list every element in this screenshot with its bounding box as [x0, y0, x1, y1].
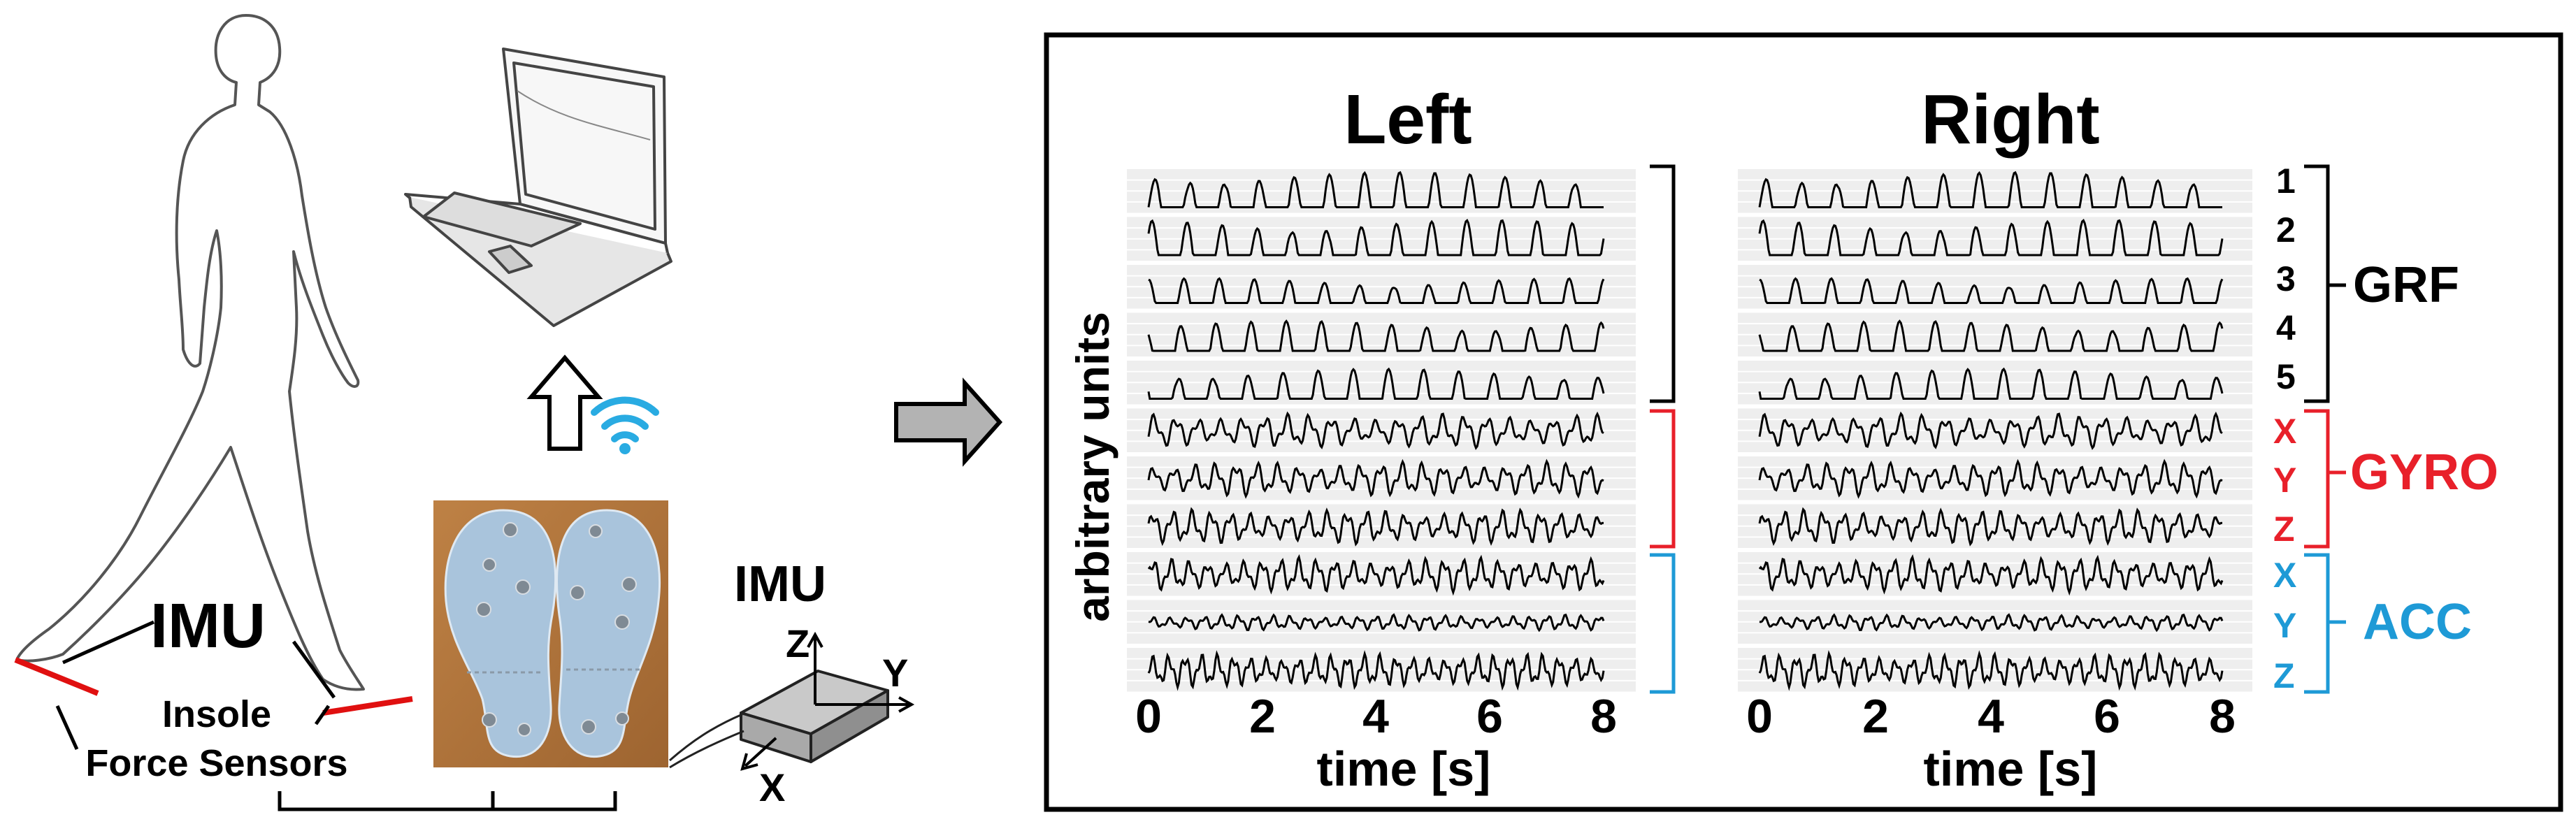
tick-label: 6: [1476, 690, 1503, 743]
up-arrow-icon: [526, 354, 603, 451]
signal-trace: [1148, 277, 1605, 304]
insole-label-line2: Force Sensors: [85, 742, 347, 784]
y-axis-label: arbitrary units: [1067, 312, 1118, 622]
right-traces: [1738, 169, 2252, 692]
grf-bracket: [2304, 164, 2346, 403]
tick-label: 2: [1249, 690, 1276, 743]
grf-channel-label: 5: [2276, 357, 2296, 396]
left-tick-labels: 0 2 4 6 8: [1135, 690, 1617, 743]
grf-channel-label: 2: [2276, 210, 2296, 250]
signal-trace: [1147, 411, 1604, 450]
right-arrow-icon: [894, 377, 1003, 467]
signal-trace: [1758, 218, 2224, 257]
left-title: Left: [1344, 80, 1472, 159]
acc-axis-labels: X Y Z: [2273, 556, 2296, 695]
signal-trace: [1758, 554, 2224, 596]
signal-trace: [1758, 319, 2224, 352]
left-traces: [1127, 169, 1636, 692]
left-foot-imu-marker: [14, 657, 99, 696]
bottom-bracket: [278, 791, 617, 811]
signal-trace: [1759, 277, 2224, 304]
signal-trace: [1147, 458, 1604, 499]
axis-z-label: Z: [786, 621, 810, 665]
signal-trace: [1147, 319, 1605, 352]
tick-label: 0: [1135, 690, 1162, 743]
grf-channel-labels: 1 2 3 4 5: [2276, 161, 2296, 396]
insole-pointer-line: [314, 705, 331, 725]
gyro-axis-labels: X Y Z: [2273, 412, 2296, 549]
tick-label: 2: [1862, 690, 1889, 743]
tick-label: 6: [2094, 690, 2120, 743]
insole-label-line1: Insole: [162, 693, 271, 735]
signal-trace: [1758, 171, 2222, 208]
imu-axes: [740, 631, 915, 771]
grf-channel-label: 4: [2276, 308, 2296, 347]
tick-label: 4: [1362, 690, 1389, 743]
signal-trace: [1147, 218, 1605, 257]
insole-pointer-line: [55, 705, 79, 751]
axis-y-label: Y: [882, 651, 908, 695]
grf-group-label: GRF: [2353, 257, 2459, 313]
left-insole: [444, 509, 557, 758]
axis-x-label: X: [759, 765, 785, 809]
gyro-group-label: GYRO: [2350, 445, 2498, 500]
wifi-icon: [591, 396, 659, 454]
signal-trace: [1759, 613, 2224, 633]
signal-trace: [1147, 650, 1605, 691]
signal-trace: [1758, 458, 2223, 499]
left-grf-bracket: [1650, 164, 1676, 403]
acc-axis-label: X: [2273, 556, 2296, 595]
right-foot-imu-marker: [322, 696, 413, 716]
imu-label: IMU: [150, 591, 266, 661]
signal-trace: [1758, 507, 2223, 547]
signal-trace: [1148, 613, 1605, 633]
imu-pointer-line: [292, 640, 336, 699]
laptop-icon: [404, 48, 672, 327]
signal-trace: [1147, 554, 1605, 596]
right-title: Right: [1921, 80, 2099, 159]
signal-trace: [1758, 650, 2224, 691]
acc-bracket: [2304, 553, 2346, 694]
tick-label: 0: [1746, 690, 1773, 743]
tick-label: 8: [1590, 690, 1617, 743]
signal-trace: [1758, 411, 2223, 450]
left-acc-bracket: [1650, 553, 1676, 694]
gyro-bracket: [2304, 409, 2346, 549]
gyro-axis-label: X: [2273, 412, 2296, 451]
grf-channel-label: 1: [2276, 161, 2296, 201]
force-sensor-dots: [476, 522, 637, 737]
imu-pointer-line: [62, 620, 155, 665]
grf-channel-label: 3: [2276, 259, 2296, 298]
gyro-axis-label: Z: [2273, 510, 2295, 549]
insole-seam: [467, 668, 643, 674]
insole-photo: [433, 500, 668, 767]
acc-axis-label: Z: [2273, 656, 2295, 695]
gyro-axis-label: Y: [2273, 461, 2296, 500]
signal-trace: [1147, 367, 1605, 400]
acc-axis-label: Y: [2273, 606, 2296, 645]
right-tick-labels: 0 2 4 6 8: [1746, 690, 2236, 743]
right-x-axis-label: time [s]: [1924, 742, 2098, 796]
walking-person-icon: [15, 14, 365, 691]
signal-trace: [1147, 171, 1604, 208]
acc-group-label: ACC: [2363, 594, 2472, 650]
imu-box-label: IMU: [734, 556, 826, 612]
left-gyro-bracket: [1650, 409, 1676, 549]
right-insole: [556, 509, 661, 758]
imu-cable: [669, 713, 744, 769]
signal-trace: [1147, 507, 1604, 547]
signal-trace: [1758, 367, 2224, 400]
left-x-axis-label: time [s]: [1317, 742, 1491, 796]
tick-label: 8: [2209, 690, 2236, 743]
tick-label: 4: [1978, 690, 2004, 743]
